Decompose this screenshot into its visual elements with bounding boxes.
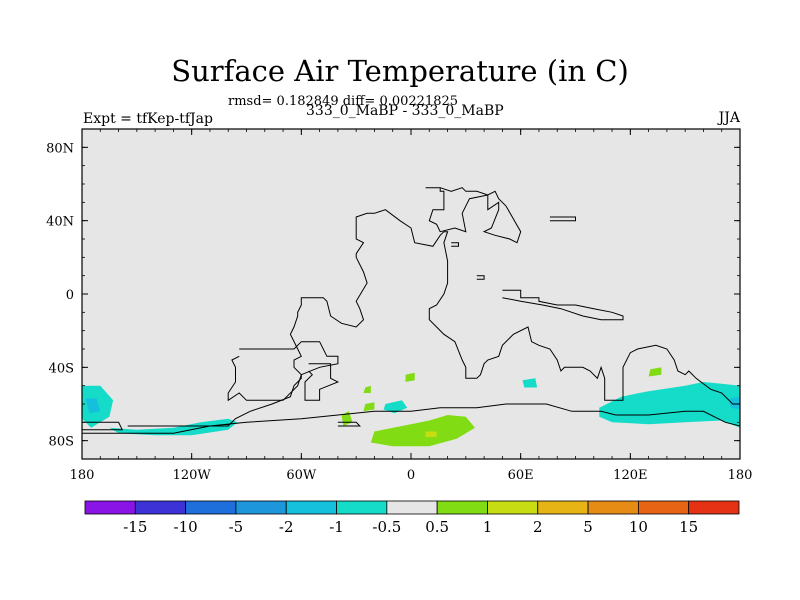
case-label: 333_0_MaBP - 333_0_MaBP (306, 103, 504, 119)
colorbar-label: -10 (174, 518, 198, 536)
colorbar-label: 10 (629, 518, 648, 536)
x-tick-label: 120E (613, 468, 647, 483)
colorbar-label: 0.5 (425, 518, 449, 536)
anomaly-regions (82, 367, 740, 447)
colorbar-label: 15 (679, 518, 698, 536)
colorbar-swatch (637, 500, 690, 515)
y-tick-label: 0 (66, 288, 74, 303)
anomaly-region (363, 385, 371, 393)
chart-title: Surface Air Temperature (in C) (171, 54, 629, 88)
anomaly-region (405, 372, 415, 382)
coastline (502, 289, 624, 321)
colorbar-swatch (587, 500, 639, 515)
colorbar-label: -15 (123, 518, 147, 536)
season-label: JJA (718, 110, 740, 126)
colorbar-label: -1 (329, 518, 344, 536)
coastline (451, 242, 459, 247)
colorbar-label: -2 (279, 518, 294, 536)
colorbar-label: 5 (583, 518, 593, 536)
anomaly-region (370, 415, 475, 447)
coastline (227, 341, 339, 402)
colorbar-swatch (537, 500, 589, 515)
anomaly-region (383, 400, 408, 414)
colorbar-swatch (688, 500, 740, 515)
coastline (82, 209, 740, 434)
anomaly-region (729, 396, 740, 410)
axis-ticks: 180 120W 60W 0 60E 120E 180 80N 40N 0 40S 80S (46, 129, 752, 483)
coastline (476, 275, 485, 280)
x-tick-label: 120W (173, 468, 212, 483)
colorbar-swatch (487, 500, 539, 515)
y-tick-label: 80S (49, 435, 74, 450)
anomaly-region (425, 431, 437, 437)
colorbar-label: -5 (229, 518, 244, 536)
stats-line: rmsd= 0.182849 diff= 0.00221825 (228, 94, 459, 109)
anomaly-region (599, 382, 740, 428)
y-tick-label: 40S (49, 361, 74, 376)
coastline (82, 421, 123, 431)
coastline (337, 421, 361, 427)
colorbar-swatch (235, 500, 287, 515)
colorbar-label: 1 (483, 518, 493, 536)
anomaly-region (648, 367, 662, 377)
colorbar: -15 -10 -5 -2 -1 -0.5 0.5 1 2 5 10 15 (84, 500, 740, 536)
colorbar-swatch (134, 500, 187, 515)
anomaly-region (522, 378, 538, 388)
y-tick-label: 40N (46, 215, 74, 230)
colorbar-label: -0.5 (372, 518, 401, 536)
colorbar-swatch (84, 500, 136, 515)
colorbar-swatch (185, 500, 237, 515)
colorbar-swatch (436, 500, 488, 515)
colorbar-label: 2 (533, 518, 543, 536)
coastline (425, 187, 522, 244)
x-tick-label: 180 (728, 468, 753, 483)
x-tick-label: 60W (286, 468, 317, 483)
x-tick-label: 60E (508, 468, 534, 483)
coastline (549, 216, 576, 222)
colorbar-swatch (285, 500, 337, 515)
x-tick-label: 180 (70, 468, 95, 483)
colorbar-swatch (336, 500, 388, 515)
y-tick-label: 80N (46, 141, 74, 156)
anomaly-region (85, 398, 101, 414)
land-outlines (82, 187, 740, 434)
anomaly-region (109, 418, 238, 436)
anomaly-region (363, 402, 375, 412)
experiment-label: Expt = tfKep-tfJap (83, 111, 213, 127)
x-tick-label: 0 (407, 468, 415, 483)
colorbar-swatch (386, 500, 438, 515)
coastline (304, 363, 340, 401)
